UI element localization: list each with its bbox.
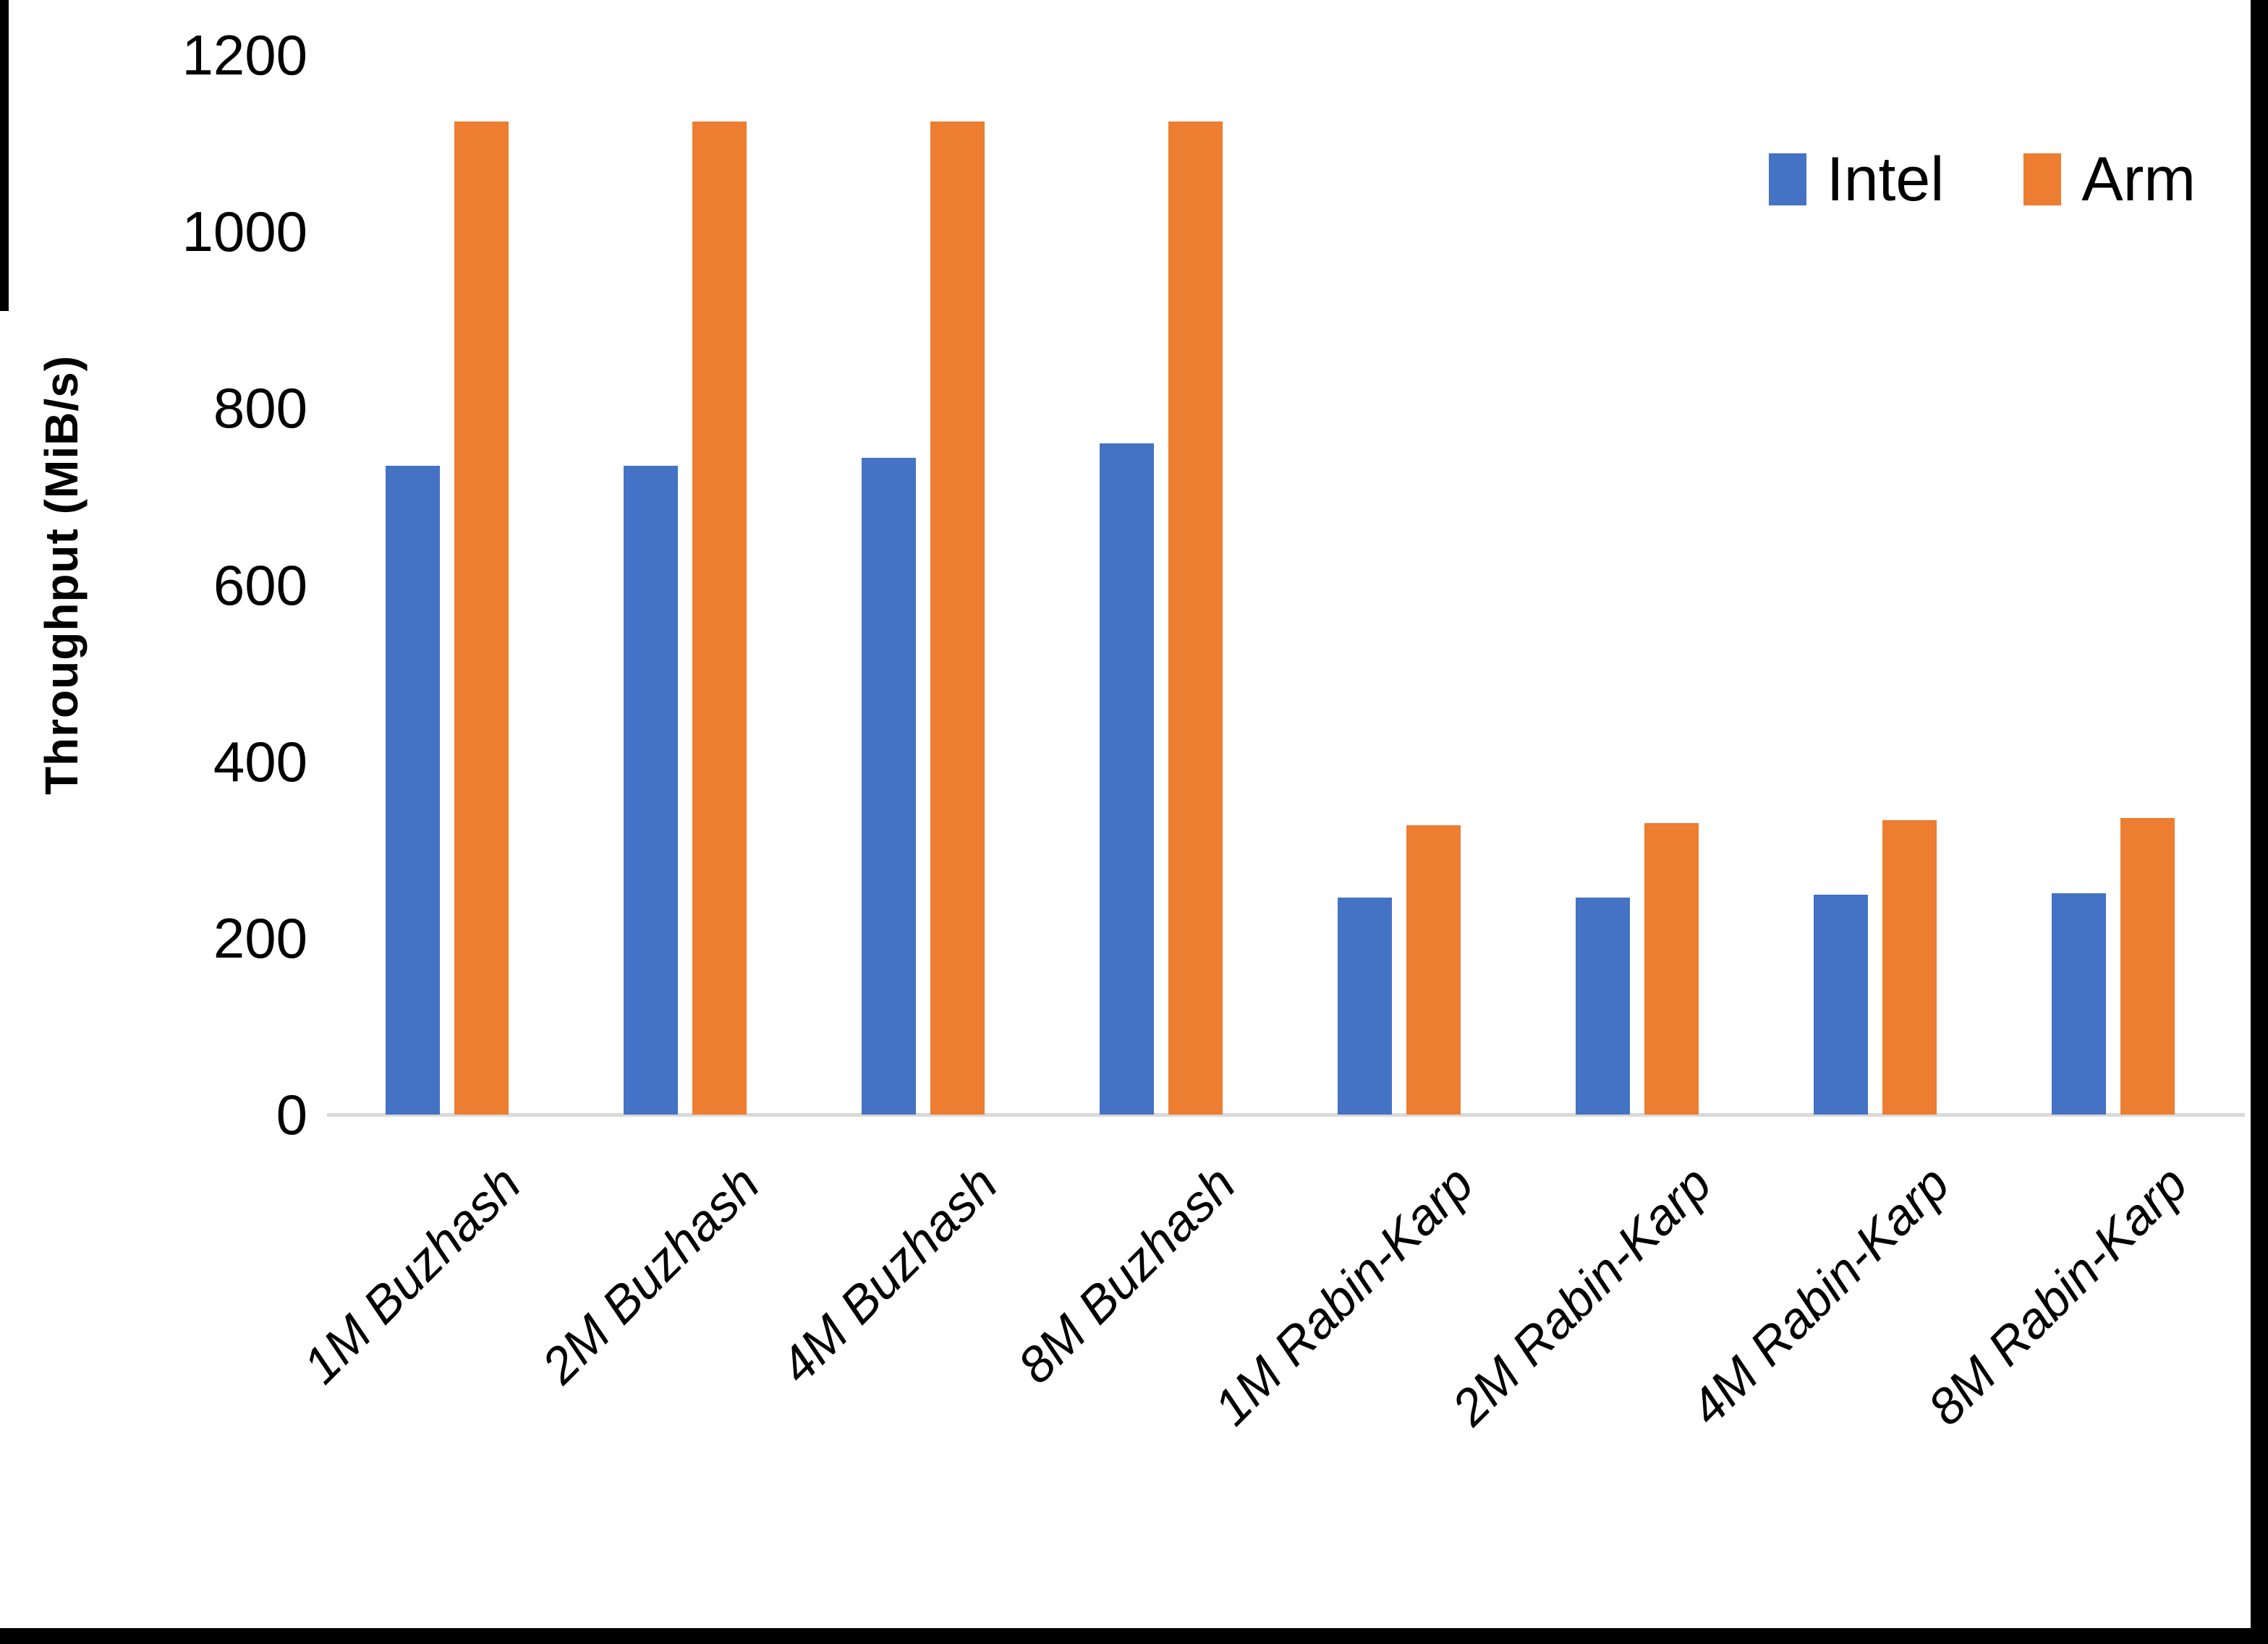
y-tick-label: 600 bbox=[213, 553, 307, 617]
y-tick-label: 800 bbox=[213, 376, 307, 440]
legend-swatch-icon bbox=[1768, 153, 1806, 205]
legend-swatch-icon bbox=[2023, 153, 2062, 205]
y-tick-label: 1200 bbox=[182, 23, 307, 87]
page-edge-right bbox=[2251, 0, 2268, 1644]
bar-intel bbox=[861, 457, 916, 1115]
bar-arm bbox=[454, 121, 509, 1115]
legend-item-intel: Intel bbox=[1768, 145, 1945, 214]
x-category-label: 8M Buzhash bbox=[1006, 1155, 1246, 1394]
y-axis-title: Throughput (MiB/s) bbox=[35, 354, 88, 796]
y-tick-label: 1000 bbox=[182, 200, 307, 264]
legend: Intel Arm bbox=[1768, 145, 2196, 214]
y-tick-label: 200 bbox=[213, 906, 307, 970]
bar-arm bbox=[930, 121, 985, 1115]
x-category-label: 4M Buzhash bbox=[768, 1155, 1008, 1394]
bar-intel bbox=[1814, 895, 1869, 1115]
bar-arm bbox=[1406, 825, 1461, 1115]
bar-intel bbox=[1099, 443, 1154, 1115]
x-category-label: 1M Rabin-Karp bbox=[1203, 1155, 1485, 1436]
x-category-label: 2M Rabin-Karp bbox=[1441, 1155, 1723, 1436]
page-edge-bottom bbox=[0, 1628, 2268, 1644]
bar-arm bbox=[1168, 121, 1223, 1115]
bar-arm bbox=[692, 121, 747, 1115]
x-axis-line bbox=[327, 1113, 2245, 1117]
x-category-label: 4M Rabin-Karp bbox=[1679, 1155, 1961, 1436]
bar-intel bbox=[1337, 897, 1392, 1115]
bar-arm bbox=[2120, 817, 2175, 1115]
x-category-label: 8M Rabin-Karp bbox=[1917, 1155, 2199, 1436]
legend-label: Arm bbox=[2081, 145, 2196, 214]
bar-intel bbox=[623, 465, 678, 1115]
x-category-label: 1M Buzhash bbox=[292, 1155, 532, 1394]
y-tick-label: 400 bbox=[213, 729, 307, 793]
bar-intel bbox=[385, 465, 440, 1115]
bar-arm bbox=[1882, 820, 1937, 1115]
bar-intel bbox=[1576, 897, 1630, 1115]
legend-item-arm: Arm bbox=[2023, 148, 2196, 210]
bar-arm bbox=[1644, 823, 1699, 1115]
page-edge-left bbox=[0, 0, 9, 311]
legend-label: Intel bbox=[1826, 145, 1945, 214]
y-tick-label: 0 bbox=[276, 1083, 307, 1146]
bar-intel bbox=[2052, 893, 2107, 1115]
x-category-label: 2M Buzhash bbox=[530, 1155, 770, 1394]
